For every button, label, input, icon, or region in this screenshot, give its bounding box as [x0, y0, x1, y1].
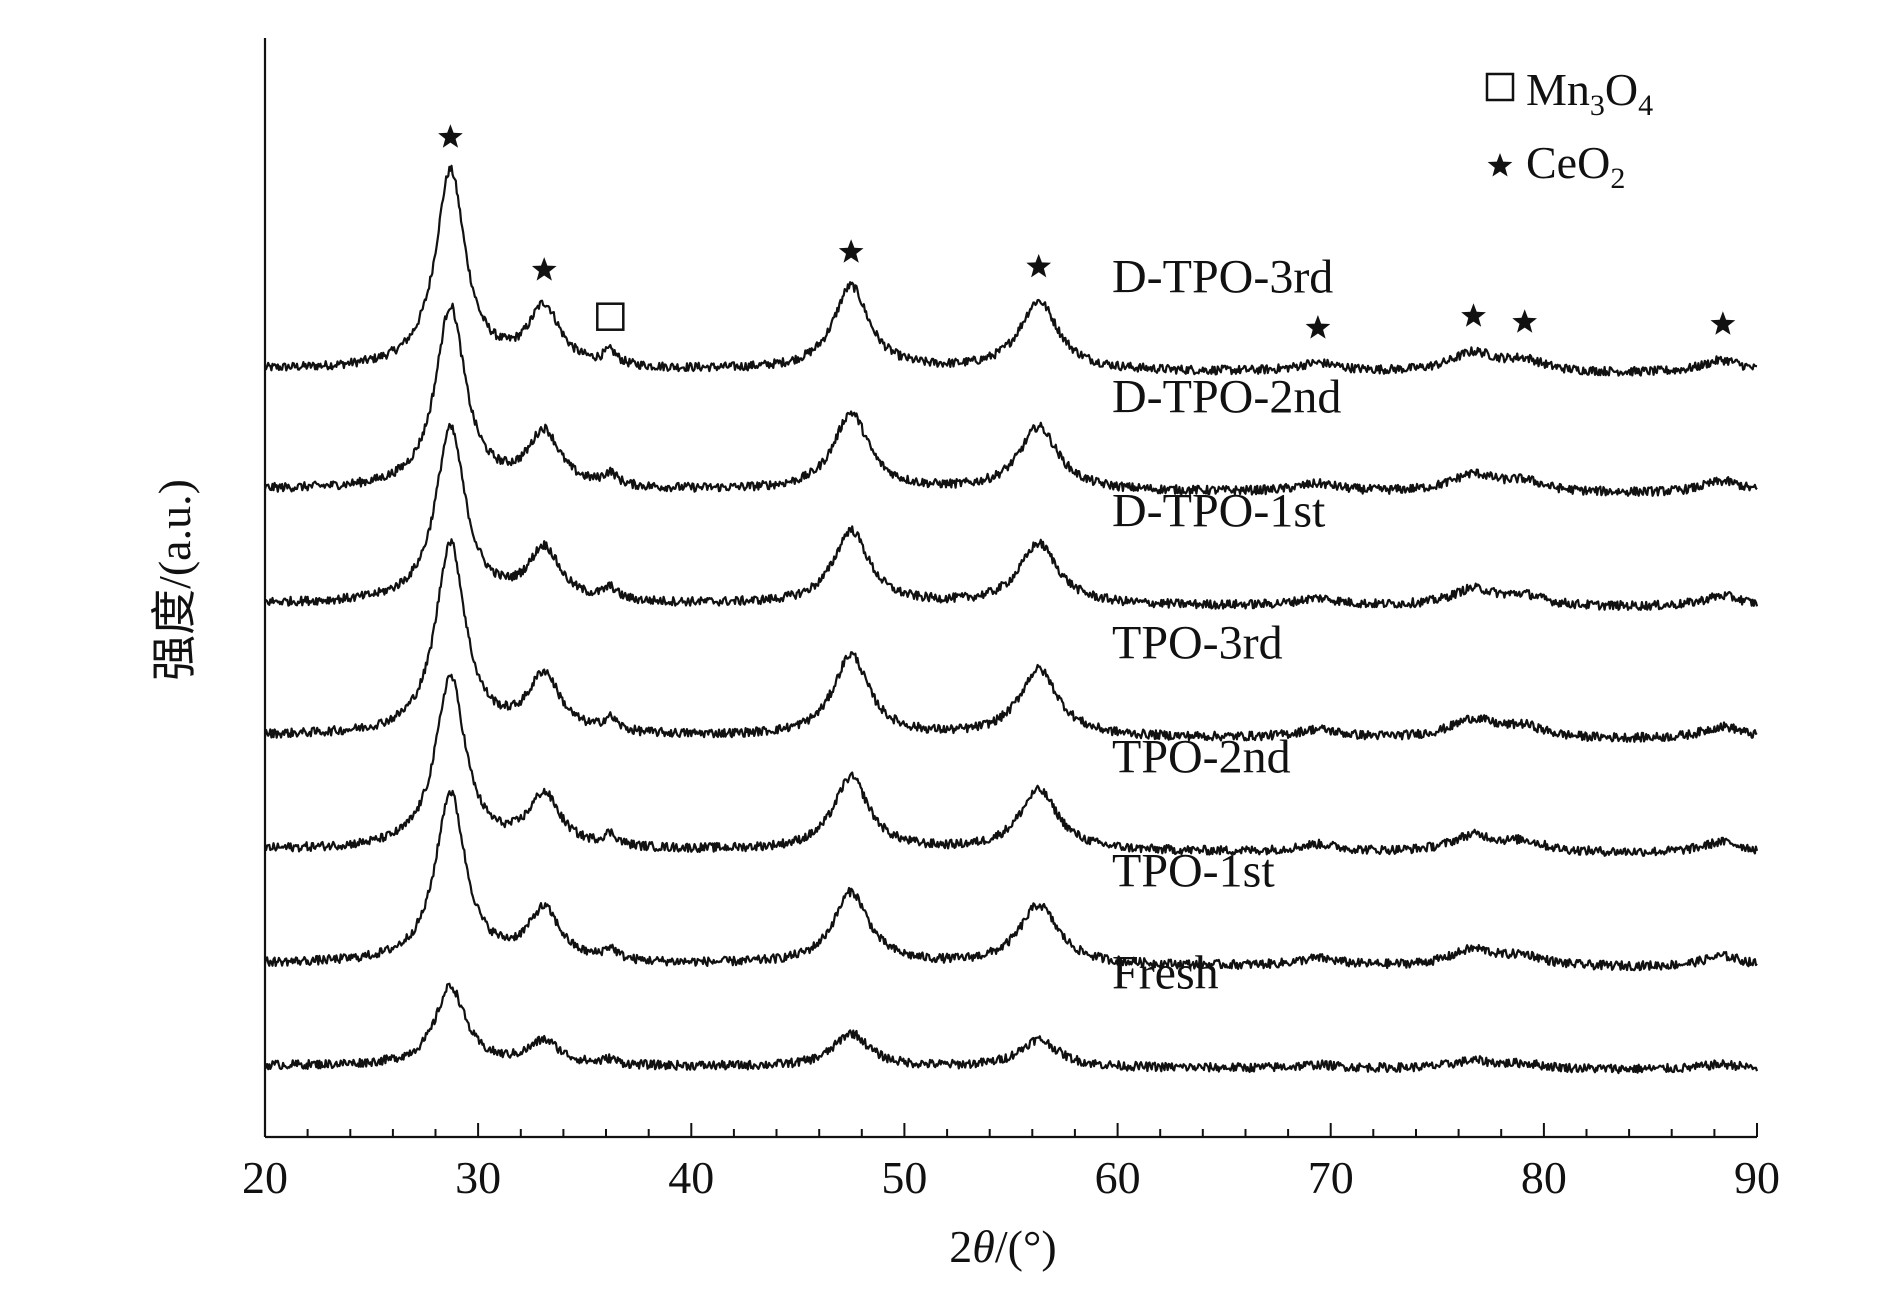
x-axis-tick-labels: 20 30 40 50 60 70 80 90 [242, 1152, 1780, 1203]
legend-mn3o4-sub-2: 4 [1638, 89, 1653, 122]
x-tick-label: 40 [668, 1152, 714, 1203]
legend-ceo2-sub: 2 [1610, 162, 1625, 195]
x-tick-label: 60 [1095, 1152, 1141, 1203]
peak-marker-star [1710, 311, 1736, 335]
series-line-fresh [263, 982, 1759, 1075]
series-label-tpo-1st: TPO-1st [1112, 844, 1275, 897]
series-layer [263, 164, 1759, 1075]
peak-marker-star [1461, 303, 1486, 327]
legend-mn3o4-text-1: Mn [1526, 64, 1590, 115]
x-axis-title-suffix: /(°) [995, 1221, 1057, 1272]
x-axis-title-prefix: 2 [949, 1221, 972, 1272]
x-axis-ticks [264, 1123, 1758, 1137]
peak-marker-star [531, 257, 557, 281]
series-label-tpo-2nd: TPO-2nd [1112, 730, 1291, 783]
series-label-d-tpo-3rd: D-TPO-3rd [1112, 250, 1333, 303]
series-line-d-tpo-2nd [263, 302, 1758, 497]
plot-area: 20 30 40 50 60 70 80 90 D-TPO-3rdD-TPO-2ndD-TPO… [242, 38, 1780, 1203]
legend: Mn3O4 CeO2 [1485, 64, 1653, 195]
legend-ceo2-text: CeO [1526, 137, 1610, 188]
series-line-tpo-3rd [263, 538, 1758, 743]
x-tick-label: 90 [1734, 1152, 1780, 1203]
series-label-tpo-3rd: TPO-3rd [1112, 616, 1283, 669]
x-tick-label: 80 [1521, 1152, 1567, 1203]
series-line-tpo-1st [263, 789, 1758, 972]
x-tick-label: 50 [881, 1152, 927, 1203]
peak-marker-star [1512, 309, 1537, 333]
peak-marker-star [838, 239, 864, 263]
series-label-d-tpo-2nd: D-TPO-2nd [1112, 370, 1341, 423]
series-label-d-tpo-1st: D-TPO-1st [1112, 484, 1326, 537]
y-axis-title: 强度/(a.u.) [149, 479, 200, 681]
peak-marker-star [438, 124, 463, 148]
x-tick-label: 30 [455, 1152, 501, 1203]
series-label-fresh: Fresh [1112, 946, 1219, 999]
x-axis-title: 2θ/(°) [949, 1221, 1056, 1272]
legend-label-mn3o4: Mn3O4 [1526, 64, 1653, 122]
x-tick-label: 20 [242, 1152, 288, 1203]
legend-marker-open-square [1485, 72, 1515, 102]
peak-marker-square [596, 302, 625, 331]
series-line-d-tpo-3rd [263, 164, 1758, 377]
legend-mn3o4-sub-1: 3 [1590, 89, 1605, 122]
x-tick-label: 70 [1308, 1152, 1354, 1203]
peak-marker-star [1026, 253, 1052, 278]
legend-marker-star [1487, 153, 1513, 177]
legend-mn3o4-text-2: O [1605, 64, 1638, 115]
peak-marker-star [1305, 315, 1331, 339]
peak-markers [438, 124, 1736, 339]
legend-label-ceo2: CeO2 [1526, 137, 1625, 195]
series-line-tpo-2nd [263, 673, 1759, 857]
series-labels: D-TPO-3rd D-TPO-2nd D-TPO-1st TPO-3rd TPO-2n… [1112, 250, 1341, 999]
series-line-d-tpo-1st [264, 422, 1759, 611]
x-axis-title-symbol: θ [972, 1221, 995, 1272]
